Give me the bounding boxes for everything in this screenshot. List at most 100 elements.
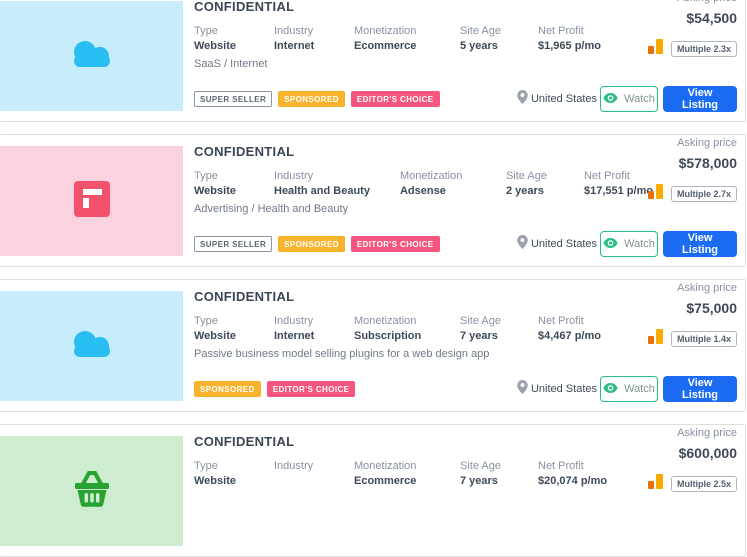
view-listing-button[interactable]: View Listing <box>663 231 737 257</box>
net-profit-label: Net Profit <box>538 460 584 472</box>
listing-thumbnail[interactable] <box>0 1 183 111</box>
type-value: Website <box>194 475 236 487</box>
industry-label: Industry <box>274 25 314 37</box>
analytics-bars-icon <box>647 183 663 204</box>
multiple-badge: Multiple 2.3x <box>670 40 737 57</box>
net-profit-value: $20,074 p/mo <box>538 475 608 487</box>
view-listing-button[interactable]: View Listing <box>663 376 737 402</box>
location-text: United States <box>530 383 597 395</box>
eye-icon <box>603 380 618 398</box>
industry-value: Internet <box>274 330 315 342</box>
view-listing-button[interactable]: View Listing <box>663 86 737 112</box>
type-label: Type <box>194 25 218 37</box>
asking-price-label: Asking price <box>677 282 737 294</box>
listing-stats: Type Website Industry Internet Monetizatio… <box>194 25 631 52</box>
watch-button[interactable]: Watch <box>600 376 658 402</box>
site-age-value: 2 years <box>505 185 544 197</box>
location-text: United States <box>530 238 597 250</box>
watch-button-label: Watch <box>624 238 655 250</box>
listing-card: CONFIDENTIAL Asking price $578,000 Type W… <box>0 134 746 267</box>
site-age-label: Site Age <box>460 315 501 327</box>
asking-price-value: $75,000 <box>686 300 737 316</box>
listing-card: CONFIDENTIAL Asking price $75,000 Type We… <box>0 279 746 412</box>
industry-label: Industry <box>274 315 314 327</box>
sponsored-badge: SPONSORED <box>194 381 261 397</box>
eye-icon <box>603 90 618 108</box>
analytics-bars-icon <box>647 473 663 494</box>
listing-subtitle: Advertising / Health and Beauty <box>194 203 349 215</box>
asking-price-label: Asking price <box>677 0 737 4</box>
industry-value: Internet <box>274 40 315 52</box>
watch-button[interactable]: Watch <box>600 231 658 257</box>
asking-price-label: Asking price <box>677 137 737 149</box>
listing-stats: Type Website Industry Internet Monetizatio… <box>194 315 631 342</box>
watch-button[interactable]: Watch <box>600 86 658 112</box>
listing-card: CONFIDENTIAL Asking price $54,500 Type We… <box>0 0 746 122</box>
multiple-badge: Multiple 2.7x <box>670 185 737 202</box>
site-age-value: 7 years <box>460 475 498 487</box>
sponsored-badge: SPONSORED <box>278 91 345 107</box>
badge-row: SUPER SELLER SPONSORED EDITOR'S CHOICE <box>194 91 440 107</box>
monetization-label: Monetization <box>354 460 417 472</box>
editors-choice-badge: EDITOR'S CHOICE <box>350 236 440 252</box>
listing-card: CONFIDENTIAL Asking price $600,000 Type W… <box>0 424 746 557</box>
listing-subtitle: SaaS / Internet <box>194 58 268 70</box>
type-value: Website <box>194 40 236 52</box>
shopping-basket-icon <box>68 469 116 514</box>
listing-stats: Type Website Industry Health and Beauty Mo… <box>194 170 683 197</box>
type-label: Type <box>194 460 218 472</box>
monetization-value: Adsense <box>399 185 446 197</box>
location-pin-icon <box>517 89 528 109</box>
site-age-value: 5 years <box>460 40 498 52</box>
editors-choice-badge: EDITOR'S CHOICE <box>266 381 356 397</box>
location-pin-icon <box>517 379 528 399</box>
net-profit-label: Net Profit <box>583 170 630 182</box>
industry-value: Health and Beauty <box>274 185 370 197</box>
listing-title[interactable]: CONFIDENTIAL <box>194 0 295 14</box>
cloud-icon <box>68 39 116 74</box>
listing-subtitle: Passive business model selling plugins f… <box>194 348 490 360</box>
listing-location: United States <box>517 234 597 254</box>
monetization-value: Ecommerce <box>354 40 417 52</box>
listing-thumbnail[interactable] <box>0 291 183 401</box>
net-profit-value: $4,467 p/mo <box>538 330 601 342</box>
monetization-label: Monetization <box>399 170 463 182</box>
listing-title[interactable]: CONFIDENTIAL <box>194 434 295 449</box>
sponsored-badge: SPONSORED <box>278 236 345 252</box>
monetization-label: Monetization <box>354 25 417 37</box>
listing-thumbnail[interactable] <box>0 436 183 546</box>
news-layout-icon <box>73 180 110 222</box>
location-text: United States <box>530 93 597 105</box>
location-pin-icon <box>517 234 528 254</box>
listing-location: United States <box>517 379 597 399</box>
listing-location: United States <box>517 89 597 109</box>
monetization-value: Ecommerce <box>354 475 417 487</box>
listing-thumbnail[interactable] <box>0 146 183 256</box>
listing-title[interactable]: CONFIDENTIAL <box>194 144 295 159</box>
listing-title[interactable]: CONFIDENTIAL <box>194 289 295 304</box>
net-profit-label: Net Profit <box>538 25 584 37</box>
asking-price-value: $600,000 <box>678 445 737 461</box>
industry-label: Industry <box>274 460 314 472</box>
industry-label: Industry <box>274 170 314 182</box>
net-profit-value: $1,965 p/mo <box>538 40 601 52</box>
type-label: Type <box>194 315 218 327</box>
editors-choice-badge: EDITOR'S CHOICE <box>350 91 440 107</box>
site-age-label: Site Age <box>460 25 501 37</box>
eye-icon <box>603 235 618 253</box>
multiple-badge: Multiple 2.5x <box>670 475 737 492</box>
badge-row: SUPER SELLER SPONSORED EDITOR'S CHOICE <box>194 236 440 252</box>
cloud-icon <box>68 329 116 364</box>
monetization-label: Monetization <box>354 315 417 327</box>
net-profit-label: Net Profit <box>538 315 584 327</box>
asking-price-value: $578,000 <box>678 155 737 171</box>
super-seller-badge: SUPER SELLER <box>194 236 273 252</box>
multiple-badge: Multiple 1.4x <box>670 330 737 347</box>
analytics-bars-icon <box>647 38 663 59</box>
watch-button-label: Watch <box>624 383 655 395</box>
watch-button-label: Watch <box>624 93 655 105</box>
type-value: Website <box>194 330 236 342</box>
listing-stats: Type Website Industry Monetization Ecommer… <box>194 460 637 487</box>
site-age-label: Site Age <box>505 170 547 182</box>
